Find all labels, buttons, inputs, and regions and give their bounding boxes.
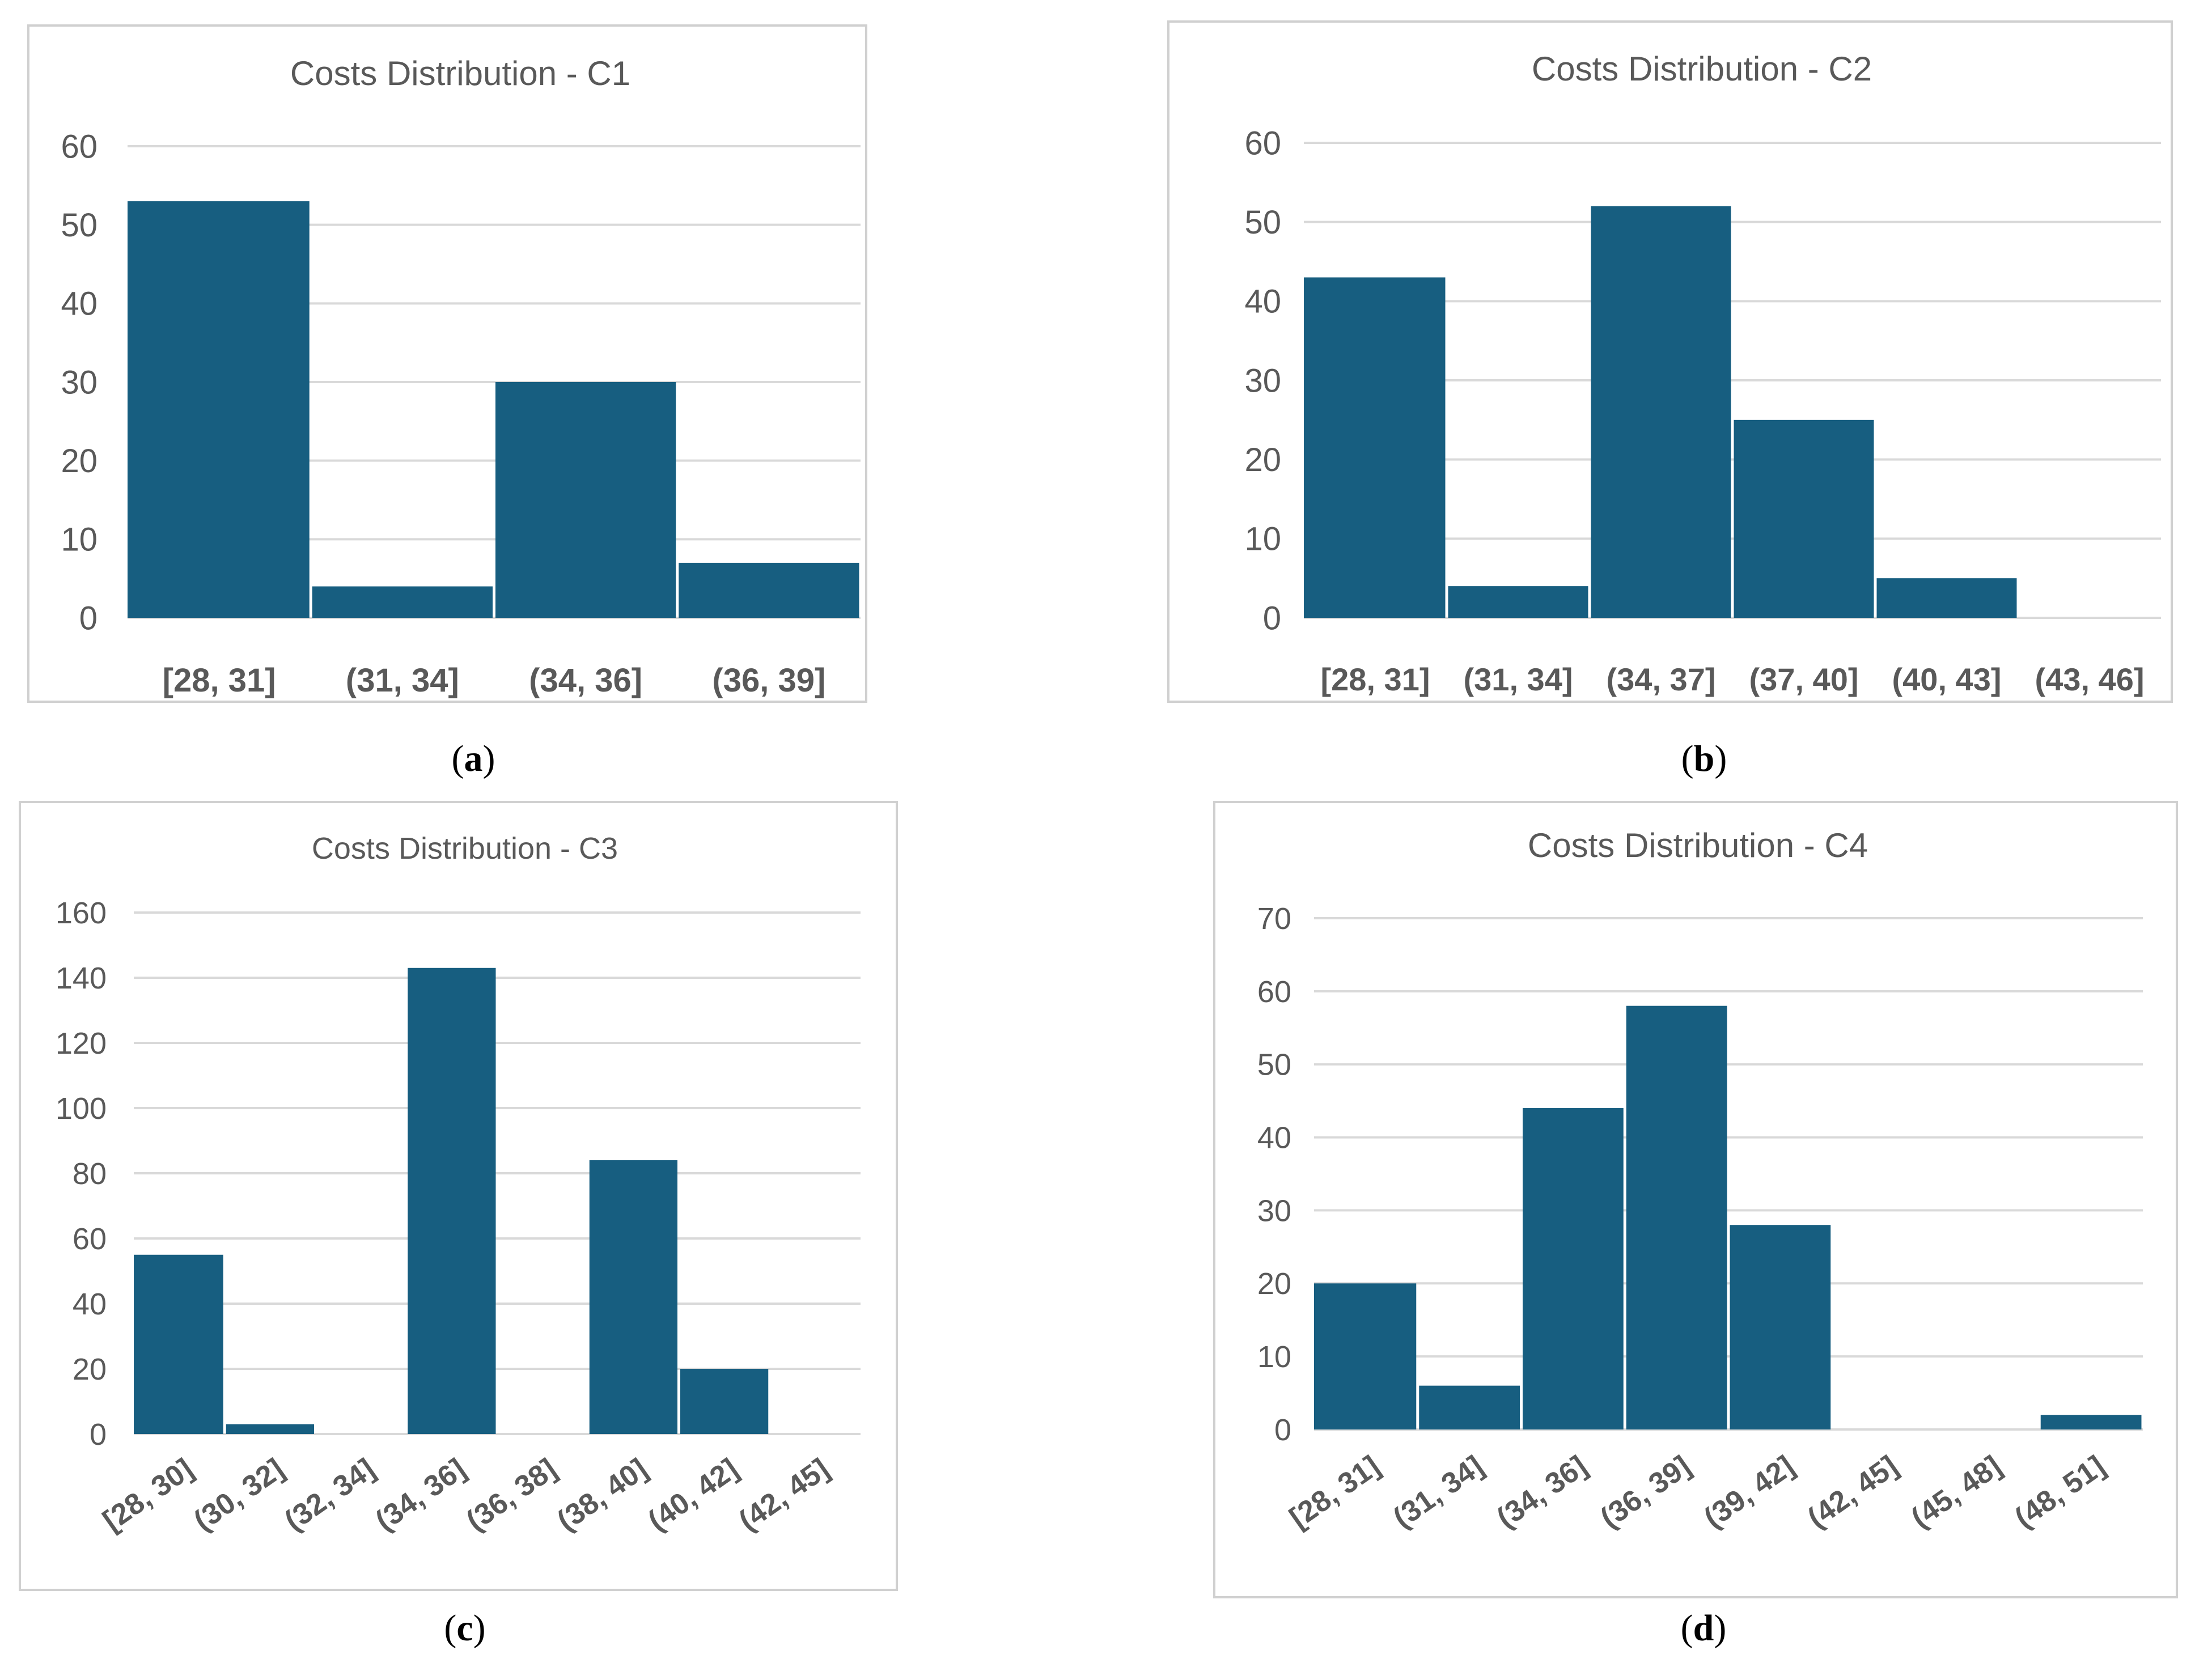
bar [1314,1283,1417,1429]
y-tick-label: 50 [1244,204,1281,241]
y-tick-label: 40 [1244,283,1281,320]
y-tick-label: 120 [56,1026,107,1060]
y-tick-label: 60 [61,128,98,165]
bar [495,382,676,618]
panel-caption: (d) [1681,1607,1727,1649]
y-tick-label: 20 [1257,1267,1291,1301]
chart-panel-2: Costs Distribution - C2 0 10 20 30 40 50 60 [28,… [1167,20,2173,779]
y-tick-label: 0 [1274,1413,1291,1447]
bar [1626,1006,1727,1429]
y-tick-label: 20 [73,1352,107,1386]
y-tick-label: 10 [1257,1340,1291,1374]
x-tick-label: (36, 39] [712,662,825,699]
panel-caption: (a) [452,738,495,779]
chart-panel-3: Costs Distribution - C3 0 20 40 60 80 100 120 14… [19,801,898,1649]
x-tick-label: (31, 34] [346,662,459,699]
y-tick-label: 80 [73,1157,107,1191]
chart-title: Costs Distribution - C4 [1528,826,1868,864]
y-tick-label: 160 [56,896,107,930]
y-tick-label: 70 [1257,902,1291,936]
bar [1523,1108,1624,1429]
y-tick-label: 100 [56,1092,107,1126]
x-tick-label: [28, 31] [163,662,276,699]
y-tick-label: 60 [1244,125,1281,162]
x-tick-label: [28, 31] [1321,661,1430,697]
bar [312,586,493,618]
x-tick-label: (43, 46] [2035,661,2145,697]
y-tick-label: 50 [1257,1048,1291,1082]
bar [1591,206,1731,618]
bar [589,1160,677,1434]
y-tick-label: 30 [1244,362,1281,399]
y-tick-label: 20 [1244,442,1281,478]
y-tick-label: 60 [73,1222,107,1256]
bar [226,1424,314,1434]
x-tick-label: (37, 40] [1749,661,1859,697]
bar [128,201,310,618]
y-tick-label: 30 [1257,1194,1291,1228]
bar [1734,419,1874,618]
y-tick-label: 0 [90,1418,107,1452]
bar [679,562,859,618]
y-tick-label: 10 [1244,521,1281,558]
bar [408,968,496,1434]
chart-panel-1: Costs Distribution - C1 0 10 20 30 40 50 60 [28,… [27,24,867,779]
bar [1304,277,1446,618]
y-tick-label: 0 [79,600,98,637]
x-tick-label: (34, 36] [529,662,642,699]
panel-caption: (b) [1681,738,1727,779]
bar [2040,1415,2142,1429]
y-tick-label: 20 [61,443,98,480]
x-tick-label: (31, 34] [1464,661,1573,697]
bar [1419,1385,1520,1429]
x-tick-label: (40, 43] [1892,661,2002,697]
y-tick-label: 40 [73,1287,107,1321]
y-tick-label: 40 [1257,1121,1291,1155]
y-tick-label: 30 [61,364,98,401]
chart-title: Costs Distribution - C1 [290,54,630,92]
bar [680,1369,769,1434]
bar [134,1254,223,1434]
x-tick-label: (34, 37] [1607,661,1716,697]
bar [1448,586,1588,618]
y-tick-label: 0 [1263,600,1281,637]
chart-panel-4: Costs Distribution - C4010203040506070[2… [1213,801,2178,1649]
y-tick-label: 140 [56,961,107,995]
y-tick-label: 60 [1257,975,1291,1009]
y-tick-label: 10 [61,521,98,558]
chart-title: Costs Distribution - C2 [1532,50,1872,88]
chart-title: Costs Distribution - C3 [312,831,618,866]
panel-caption: (c) [444,1607,485,1649]
y-tick-label: 40 [61,286,98,323]
y-tick-label: 50 [61,207,98,244]
bar [1730,1225,1831,1429]
bar [1876,578,2017,618]
